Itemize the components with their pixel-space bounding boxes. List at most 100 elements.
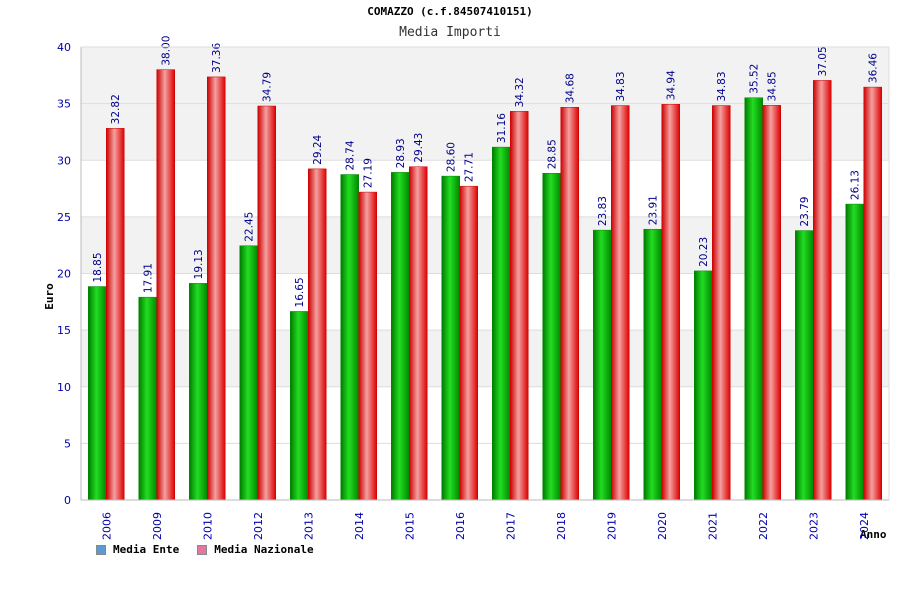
bar-media-ente <box>340 174 359 501</box>
bar-media-ente <box>593 229 612 501</box>
y-tick-label: 35 <box>57 98 71 111</box>
x-tick-label: 2024 <box>858 512 871 540</box>
bar-media-nazionale <box>156 69 175 501</box>
data-label: 31.16 <box>496 113 508 143</box>
legend-label-media-nazionale: Media Nazionale <box>214 543 314 556</box>
x-tick-label: 2022 <box>757 512 770 540</box>
bar-media-nazionale <box>459 185 478 501</box>
chart-subtitle: Media Importi <box>399 25 501 40</box>
y-tick-label: 0 <box>64 494 71 507</box>
bar-media-nazionale <box>661 104 680 501</box>
bar-media-ente <box>239 245 258 501</box>
bar-media-ente <box>441 175 460 501</box>
x-tick-label: 2009 <box>151 512 164 540</box>
bar-media-ente <box>391 172 410 501</box>
data-label: 17.91 <box>143 263 155 293</box>
y-tick-label: 30 <box>57 154 71 167</box>
data-label: 34.83 <box>716 71 728 101</box>
bar-media-nazionale <box>207 76 226 501</box>
data-label: 29.24 <box>312 134 324 164</box>
x-tick-label: 2020 <box>656 512 669 540</box>
y-tick-label: 10 <box>57 381 71 394</box>
bar-media-nazionale <box>358 191 377 501</box>
x-tick-label: 2012 <box>252 512 265 540</box>
legend-label-media-ente: Media Ente <box>113 543 180 556</box>
bar-media-ente <box>88 286 107 501</box>
x-axis-label: Anno <box>860 528 887 541</box>
data-label: 38.00 <box>161 36 173 66</box>
x-tick-label: 2010 <box>201 512 214 540</box>
data-label: 19.13 <box>193 249 205 279</box>
data-label: 28.93 <box>395 138 407 168</box>
data-label: 32.82 <box>110 94 122 124</box>
y-tick-label: 15 <box>57 324 71 337</box>
bar-media-nazionale <box>611 105 630 501</box>
data-label: 20.23 <box>698 237 710 267</box>
bar-media-ente <box>744 97 763 501</box>
x-tick-label: 2021 <box>706 512 719 540</box>
data-label: 22.45 <box>244 212 256 242</box>
bar-media-nazionale <box>308 168 327 501</box>
x-tick-label: 2013 <box>302 512 315 540</box>
bar-media-ente <box>492 146 511 501</box>
bar-media-ente <box>189 283 208 501</box>
bar-media-nazionale <box>762 105 781 501</box>
data-label: 28.60 <box>446 142 458 172</box>
data-label: 37.36 <box>211 43 223 73</box>
y-tick-label: 5 <box>64 437 71 450</box>
data-label: 18.85 <box>92 252 104 282</box>
bar-media-ente <box>795 230 814 501</box>
data-label: 29.43 <box>413 133 425 163</box>
x-tick-label: 2018 <box>555 512 568 540</box>
x-tick-label: 2019 <box>605 512 618 540</box>
bar-media-ente <box>542 173 561 501</box>
legend: Media Ente Media Nazionale <box>96 543 332 556</box>
x-tick-label: 2017 <box>504 512 517 540</box>
bar-media-ente <box>138 296 157 501</box>
data-label: 34.32 <box>514 77 526 107</box>
data-label: 27.19 <box>363 158 375 188</box>
data-label: 28.85 <box>547 139 559 169</box>
data-label: 34.68 <box>565 73 577 103</box>
bar-media-nazionale <box>813 80 832 501</box>
bar-media-nazionale <box>712 105 731 501</box>
x-tick-label: 2016 <box>454 512 467 540</box>
legend-item-media-ente: Media Ente <box>96 543 179 556</box>
x-tick-label: 2023 <box>807 512 820 540</box>
data-label: 34.83 <box>615 71 627 101</box>
bar-media-nazionale <box>863 86 882 501</box>
legend-swatch-media-nazionale <box>197 544 208 555</box>
data-label: 23.83 <box>597 196 609 226</box>
bar-media-nazionale <box>510 111 529 501</box>
legend-item-media-nazionale: Media Nazionale <box>197 543 314 556</box>
data-label: 34.79 <box>262 72 274 102</box>
bar-media-ente <box>845 203 864 501</box>
legend-swatch-media-ente <box>96 544 106 555</box>
data-label: 26.13 <box>850 170 862 200</box>
data-label: 35.52 <box>749 64 761 94</box>
data-label: 27.71 <box>464 152 476 182</box>
bar-media-ente <box>694 270 713 501</box>
bar-media-nazionale <box>560 106 579 501</box>
bar-media-ente <box>643 228 662 501</box>
data-label: 16.65 <box>294 277 306 307</box>
y-tick-label: 40 <box>57 41 71 54</box>
data-label: 37.05 <box>817 46 829 76</box>
bar-media-nazionale <box>409 166 428 501</box>
data-label: 23.79 <box>799 197 811 227</box>
data-label: 34.85 <box>767 71 779 101</box>
y-tick-label: 20 <box>57 268 71 281</box>
x-tick-label: 2014 <box>353 512 366 540</box>
data-label: 28.74 <box>345 140 357 170</box>
data-label: 34.94 <box>666 70 678 100</box>
x-tick-label: 2015 <box>403 512 416 540</box>
bar-media-nazionale <box>106 128 125 501</box>
chart-title: COMAZZO (c.f.84507410151) <box>367 5 533 18</box>
data-label: 23.91 <box>648 195 660 225</box>
x-tick-label: 2006 <box>100 512 113 540</box>
y-tick-label: 25 <box>57 211 71 224</box>
data-label: 36.46 <box>868 53 880 83</box>
bar-media-nazionale <box>257 105 276 501</box>
bar-media-ente <box>290 311 309 501</box>
